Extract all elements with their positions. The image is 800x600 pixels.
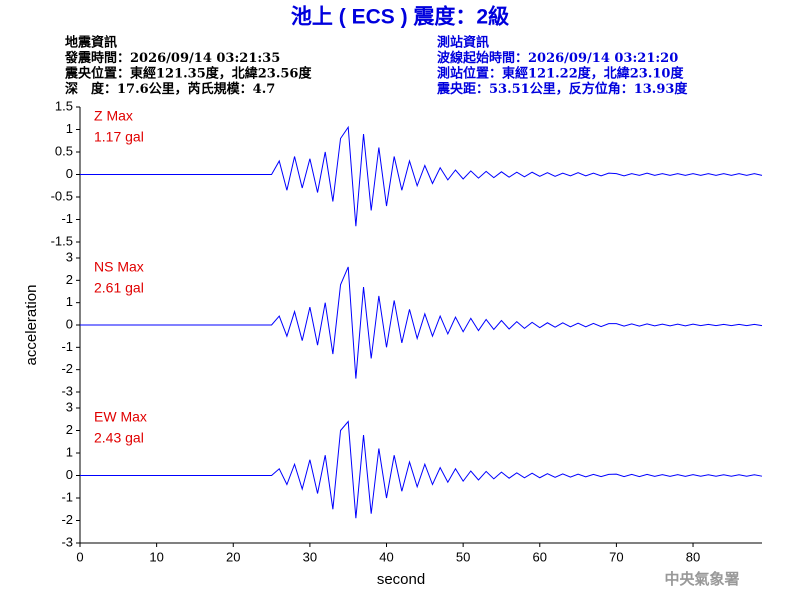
y-tick-label: 3: [66, 249, 73, 264]
y-tick-label: -2: [61, 361, 73, 376]
y-tick-label: 1.5: [55, 98, 73, 113]
x-tick-label: 50: [456, 549, 470, 564]
station-info: 波線起始時間：2026/09/14 03:21:20: [437, 50, 678, 66]
y-tick-label: -0.5: [51, 188, 73, 203]
y-tick-label: 3: [66, 399, 73, 414]
event-info: 震央位置：東經121.35度，北緯23.56度: [64, 66, 312, 82]
chart-title: 池上 ( ECS ) 震度：2級: [291, 5, 509, 29]
max-annotation: 1.17 gal: [94, 129, 144, 145]
waveform: [80, 125, 763, 227]
y-tick-label: 0: [66, 166, 73, 181]
y-tick-label: -3: [61, 383, 73, 398]
x-tick-label: 0: [76, 549, 83, 564]
y-tick-label: 1: [66, 121, 73, 136]
y-tick-label: 1: [66, 444, 73, 459]
y-tick-label: -1: [61, 211, 73, 226]
y-tick-label: 0.5: [55, 143, 73, 158]
station-info: 測站資訊: [437, 35, 489, 51]
x-axis-label: second: [377, 571, 425, 588]
y-tick-label: -1: [61, 339, 73, 354]
y-tick-label: 2: [66, 422, 73, 437]
event-info: 深 度：17.6公里，芮氏規模：4.7: [65, 81, 275, 97]
station-info: 測站位置：東經121.22度，北緯23.10度: [437, 66, 684, 82]
max-annotation: 2.43 gal: [94, 430, 144, 446]
y-tick-label: 2: [66, 272, 73, 287]
y-tick-label: 1: [66, 294, 73, 309]
x-tick-label: 40: [379, 549, 393, 564]
max-annotation: EW Max: [94, 409, 147, 425]
y-tick-label: -2: [61, 512, 73, 527]
x-tick-label: 70: [609, 549, 623, 564]
x-tick-label: 10: [149, 549, 163, 564]
max-annotation: 2.61 gal: [94, 280, 144, 296]
x-tick-label: 30: [303, 549, 317, 564]
event-info: 地震資訊: [65, 35, 117, 51]
station-info: 震央距：53.51公里，反方位角：13.93度: [436, 81, 688, 97]
waveform: [80, 266, 763, 379]
y-tick-label: -1.5: [51, 233, 73, 248]
y-tick-label: -1: [61, 489, 73, 504]
x-tick-label: 80: [686, 549, 700, 564]
y-tick-label: 0: [66, 316, 73, 331]
max-annotation: NS Max: [94, 259, 144, 275]
x-tick-label: 20: [226, 549, 240, 564]
y-axis-label: acceleration: [23, 285, 40, 366]
waveform: [80, 420, 763, 519]
footer: 中央氣象署: [664, 570, 739, 588]
y-tick-label: -3: [61, 534, 73, 549]
event-info: 發震時間：2026/09/14 03:21:35: [64, 50, 280, 66]
x-tick-label: 60: [533, 549, 547, 564]
y-tick-label: 0: [66, 467, 73, 482]
max-annotation: Z Max: [94, 108, 133, 124]
